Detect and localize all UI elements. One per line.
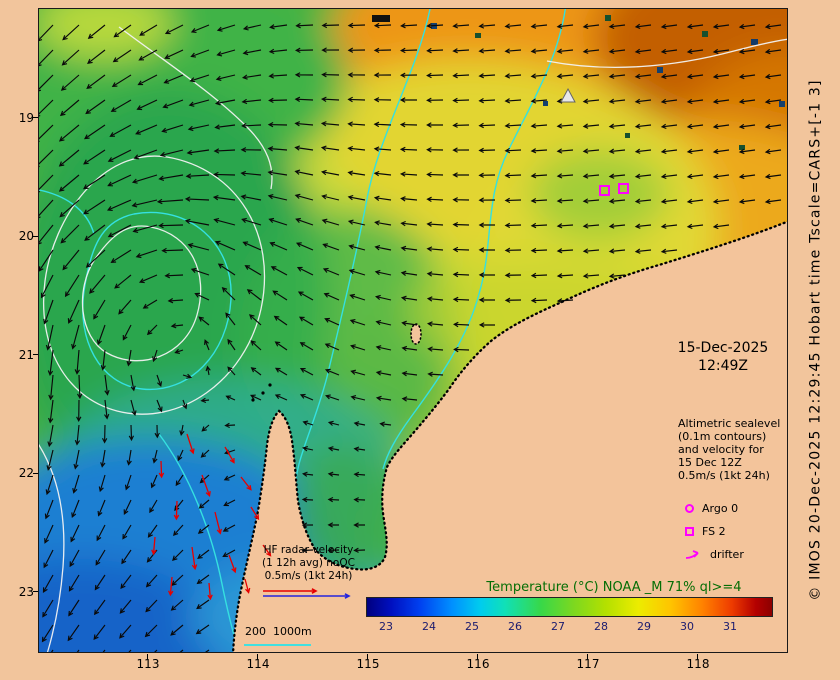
islets — [251, 383, 272, 402]
y-tick — [33, 473, 38, 474]
colorbar-title: Temperature (°C) NOAA _M 71% ql>=4 — [486, 580, 742, 595]
x-tick — [147, 654, 148, 659]
legend-label-fs: FS 2 — [702, 525, 726, 538]
y-tick — [33, 591, 38, 592]
sealevel-contours-white — [39, 26, 787, 652]
colorbar-tick: 30 — [680, 620, 694, 633]
legend-item-argo: Argo 0 — [685, 497, 744, 520]
x-tick-label: 115 — [356, 657, 380, 671]
x-tick — [697, 654, 698, 659]
map-legend: Argo 0 FS 2 drifter — [685, 497, 744, 566]
hf-line: (1 12h avg) noQC — [262, 557, 355, 569]
fs-square-icon — [685, 527, 694, 536]
copyright-strip: © IMOS 20-Dec-2025 12:29:45 Hobart time … — [792, 0, 840, 680]
sst-map — [39, 9, 787, 652]
drifter-arrow-icon — [685, 549, 699, 559]
y-tick-label: 23 — [18, 585, 34, 599]
y-tick — [33, 236, 38, 237]
y-tick-label: 21 — [18, 348, 34, 362]
x-tick-label: 114 — [246, 657, 270, 671]
plot-area: 15-Dec-2025 12:49Z Altimetric sealevel (… — [38, 8, 788, 653]
colorbar-tick: 28 — [594, 620, 608, 633]
legend-label-drifter: drifter — [710, 548, 744, 561]
copyright-text: © IMOS 20-Dec-2025 12:29:45 Hobart time … — [808, 79, 824, 601]
depth-contour-label: 200 1000m — [245, 625, 312, 638]
x-tick-label: 117 — [576, 657, 600, 671]
hf-line: 0.5m/s (1kt 24h) — [264, 570, 353, 582]
colorbar-tick: 26 — [508, 620, 522, 633]
colorbar-ticks: 23 24 25 26 27 28 29 30 31 — [366, 620, 773, 634]
mooring-triangle — [560, 87, 576, 103]
velocity-vectors — [39, 22, 782, 652]
timestamp-time: 12:49Z — [698, 358, 748, 374]
argo-circle-icon — [685, 504, 694, 513]
fs-markers — [599, 183, 629, 196]
x-tick — [477, 654, 478, 659]
hf-line: HF radar velocity — [263, 544, 354, 556]
temperature-colorbar — [366, 597, 773, 617]
colorbar-tick: 31 — [723, 620, 737, 633]
colorbar-tick: 29 — [637, 620, 651, 633]
altimetric-line: and velocity for — [678, 443, 764, 456]
colorbar-tick: 27 — [551, 620, 565, 633]
x-tick — [587, 654, 588, 659]
colorbar-tick: 24 — [422, 620, 436, 633]
altimetric-line: 15 Dec 12Z — [678, 456, 742, 469]
legend-item-fs: FS 2 — [685, 520, 744, 543]
legend-label-argo: Argo 0 — [702, 502, 739, 515]
colorbar-tick: 25 — [465, 620, 479, 633]
legend-item-drifter: drifter — [685, 543, 744, 566]
hf-radar-vectors — [151, 433, 272, 601]
altimetric-line: Altimetric sealevel — [678, 417, 781, 430]
x-tick-label: 113 — [136, 657, 160, 671]
hf-scale-arrows — [263, 588, 351, 599]
y-tick-label: 22 — [18, 466, 34, 480]
x-tick-label: 116 — [466, 657, 490, 671]
x-tick-label: 118 — [686, 657, 710, 671]
y-tick — [33, 354, 38, 355]
altimetric-line: (0.1m contours) — [678, 430, 767, 443]
y-tick-label: 20 — [18, 229, 34, 243]
y-tick-label: 19 — [18, 111, 34, 125]
x-tick — [367, 654, 368, 659]
colorbar-tick: 23 — [379, 620, 393, 633]
timestamp: 15-Dec-2025 12:49Z — [667, 339, 779, 375]
timestamp-date: 15-Dec-2025 — [677, 340, 769, 356]
y-tick — [33, 117, 38, 118]
altimetric-note: Altimetric sealevel (0.1m contours) and … — [678, 417, 786, 482]
x-tick — [257, 654, 258, 659]
hf-radar-note: HF radar velocity (1 12h avg) noQC 0.5m/… — [251, 544, 366, 583]
altimetric-line: 0.5m/s (1kt 24h) — [678, 469, 770, 482]
island — [410, 323, 422, 345]
